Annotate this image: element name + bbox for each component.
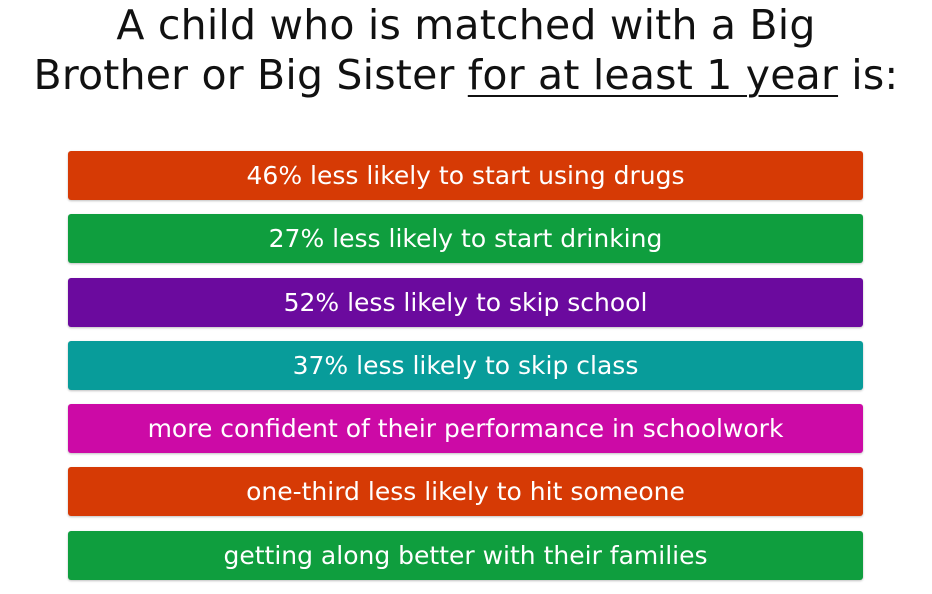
outcome-bar-schoolwork: more confident of their performance in s… [68,404,863,454]
title-line-2-suffix: is: [851,51,899,99]
title-underlined-phrase: for at least 1 year [467,51,839,99]
outcome-bar-skip-class: 37% less likely to skip class [68,340,863,390]
title-line-2: Brother or Big Sister for at least 1 yea… [0,50,932,100]
outcome-bar-hit-someone: one-third less likely to hit someone [68,467,863,517]
outcome-bar-drinking: 27% less likely to start drinking [68,214,863,264]
outcome-list: 46% less likely to start using drugs 27%… [68,151,863,594]
title-line-2-prefix: Brother or Big Sister [33,51,455,99]
title-line-1: A child who is matched with a Big [116,1,816,49]
outcome-bar-drugs: 46% less likely to start using drugs [68,151,863,200]
slide-title: A child who is matched with a Big Brothe… [0,0,932,100]
outcome-bar-families: getting along better with their families [68,530,863,580]
outcome-bar-skip-school: 52% less likely to skip school [68,277,863,327]
